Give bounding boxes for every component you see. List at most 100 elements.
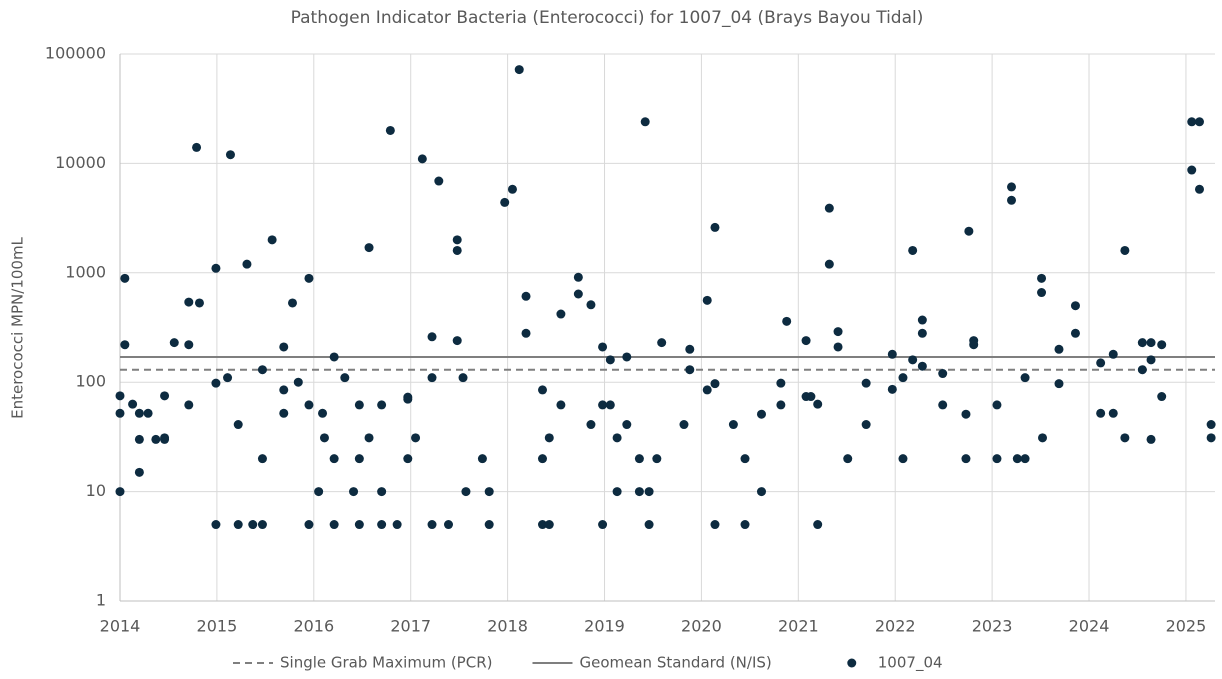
data-point: [329, 352, 339, 362]
data-point: [908, 355, 918, 365]
data-point: [1037, 273, 1047, 283]
data-point: [1054, 379, 1064, 389]
data-point: [1187, 117, 1197, 127]
data-point: [573, 289, 583, 299]
data-point: [417, 154, 427, 164]
data-point: [287, 298, 297, 308]
data-point: [644, 520, 654, 530]
data-point: [1194, 184, 1204, 194]
data-point: [622, 352, 632, 362]
y-tick-label: 10000: [55, 153, 106, 172]
data-point: [756, 409, 766, 419]
data-point: [184, 400, 194, 410]
data-point: [1012, 454, 1022, 464]
data-point: [843, 454, 853, 464]
data-point: [340, 373, 350, 383]
data-point: [640, 117, 650, 127]
data-point: [354, 520, 364, 530]
data-point: [598, 400, 608, 410]
data-point: [861, 420, 871, 430]
data-point: [898, 454, 908, 464]
y-axis-label: Enterococci MPN/100mL: [9, 236, 27, 418]
data-point: [537, 454, 547, 464]
x-tick-label: 2025: [1166, 617, 1207, 636]
data-point: [354, 400, 364, 410]
data-point: [267, 235, 277, 245]
x-tick-label: 2017: [390, 617, 431, 636]
data-point: [134, 408, 144, 418]
data-point: [120, 273, 130, 283]
data-point: [740, 520, 750, 530]
data-point: [824, 259, 834, 269]
data-point: [134, 434, 144, 444]
data-point: [279, 408, 289, 418]
data-point: [702, 385, 712, 395]
data-point: [598, 520, 608, 530]
data-point: [329, 454, 339, 464]
data-point: [248, 520, 258, 530]
data-point: [427, 332, 437, 342]
x-tick-label: 2016: [293, 617, 334, 636]
data-point: [556, 400, 566, 410]
data-point: [824, 203, 834, 213]
data-point: [612, 433, 622, 443]
data-point: [304, 520, 314, 530]
data-point: [192, 142, 202, 152]
data-point: [806, 392, 816, 402]
x-tick-label: 2018: [487, 617, 528, 636]
data-point: [537, 520, 547, 530]
data-point: [887, 349, 897, 359]
data-point: [521, 328, 531, 338]
data-point: [411, 433, 421, 443]
data-point: [233, 420, 243, 430]
data-point: [1120, 245, 1130, 255]
data-point: [349, 487, 359, 497]
legend-marker: [847, 658, 857, 668]
data-point: [801, 336, 811, 346]
data-point: [233, 520, 243, 530]
data-point: [458, 373, 468, 383]
data-point: [1206, 420, 1216, 430]
data-point: [484, 520, 494, 530]
data-point: [612, 487, 622, 497]
data-point: [211, 378, 221, 388]
data-point: [1007, 182, 1017, 192]
data-point: [364, 433, 374, 443]
data-point: [1037, 288, 1047, 298]
data-point: [257, 454, 267, 464]
data-point: [1146, 338, 1156, 348]
data-point: [452, 235, 462, 245]
data-point: [1206, 433, 1216, 443]
data-point: [679, 420, 689, 430]
data-point: [544, 433, 554, 443]
data-point: [1108, 408, 1118, 418]
chart-title: Pathogen Indicator Bacteria (Enterococci…: [291, 8, 924, 28]
data-point: [702, 295, 712, 305]
x-tick-label: 2020: [681, 617, 722, 636]
data-point: [514, 65, 524, 75]
data-point: [304, 400, 314, 410]
data-point: [969, 340, 979, 350]
data-point: [573, 272, 583, 282]
data-point: [1137, 365, 1147, 375]
data-point: [756, 487, 766, 497]
data-point: [452, 336, 462, 346]
data-point: [1157, 392, 1167, 402]
data-point: [728, 420, 738, 430]
data-point: [461, 487, 471, 497]
data-point: [377, 400, 387, 410]
data-point: [279, 342, 289, 352]
data-point: [544, 520, 554, 530]
data-point: [143, 408, 153, 418]
data-point: [657, 338, 667, 348]
data-point: [319, 433, 329, 443]
data-point: [444, 520, 453, 530]
data-point: [318, 408, 328, 418]
data-point: [644, 487, 654, 497]
data-point: [776, 400, 786, 410]
data-point: [115, 408, 125, 418]
data-point: [507, 184, 517, 194]
data-point: [377, 520, 387, 530]
x-tick-label: 2023: [972, 617, 1013, 636]
